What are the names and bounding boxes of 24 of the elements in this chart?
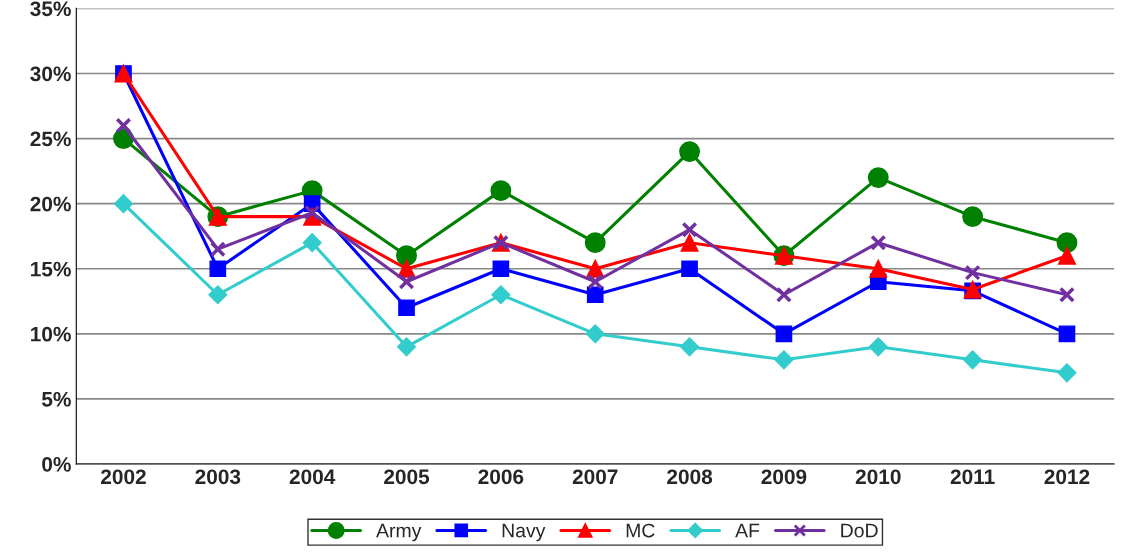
y-tick-label: 0% bbox=[42, 456, 71, 472]
y-tick-label: 10% bbox=[31, 326, 71, 342]
legend-label: AF bbox=[735, 523, 760, 538]
x-tick-label: 2003 bbox=[195, 469, 241, 485]
x-tick-label: 2008 bbox=[667, 469, 713, 485]
y-tick-label: 15% bbox=[31, 261, 71, 277]
y-tick-label: 20% bbox=[30, 196, 71, 212]
x-tick-label: 2007 bbox=[572, 469, 618, 485]
x-tick-label: 2012 bbox=[1044, 469, 1090, 485]
x-tick-label: 2004 bbox=[289, 469, 336, 485]
y-tick-label: 30% bbox=[30, 66, 71, 82]
y-tick-label: 5% bbox=[41, 391, 71, 407]
legend-label: Army bbox=[376, 523, 422, 542]
y-tick-label: 35% bbox=[30, 1, 71, 17]
legend-label: Navy bbox=[502, 523, 546, 542]
x-tick-label: 2009 bbox=[761, 469, 807, 485]
y-tick-label: 25% bbox=[30, 131, 71, 147]
x-tick-label: 2006 bbox=[478, 469, 524, 485]
x-tick-label: 2002 bbox=[101, 469, 146, 485]
legend-label: DoD bbox=[841, 523, 878, 538]
x-tick-label: 2005 bbox=[384, 469, 430, 485]
legend-label: MC bbox=[626, 523, 655, 538]
x-tick-label: 2010 bbox=[855, 469, 901, 485]
x-tick-label: 2011 bbox=[950, 469, 995, 485]
